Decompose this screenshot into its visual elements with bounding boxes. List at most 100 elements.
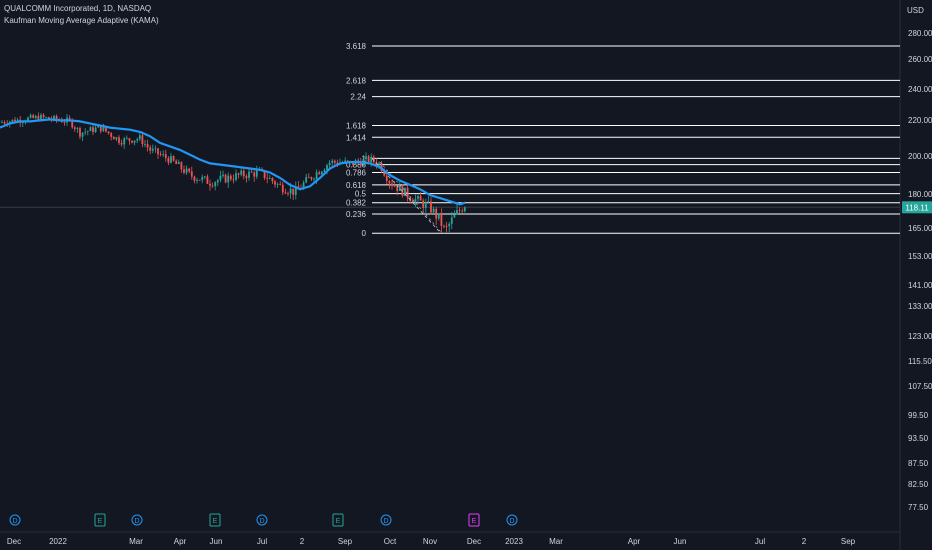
dividend-event-icon[interactable] <box>506 514 518 526</box>
x-tick-label: Jun <box>210 537 223 546</box>
y-tick-label: 77.50 <box>908 503 929 512</box>
candle-body <box>396 186 399 191</box>
candle-body <box>115 137 118 140</box>
candle-body <box>183 169 185 173</box>
candle-body <box>34 116 37 118</box>
candle-body <box>216 180 219 183</box>
dividend-event-label: D <box>259 518 264 525</box>
candle-body <box>185 168 188 173</box>
candle-body <box>222 174 224 176</box>
candle-body <box>209 183 211 186</box>
candle-body <box>133 140 136 143</box>
earnings-event-icon[interactable] <box>94 513 106 527</box>
x-tick-label: Apr <box>628 537 641 546</box>
x-tick-label: Dec <box>7 537 21 546</box>
candle-body <box>445 225 448 227</box>
candle-body <box>144 144 146 145</box>
x-tick-label: Jul <box>257 537 267 546</box>
candle-body <box>326 165 328 170</box>
x-tick-label: Jul <box>755 537 765 546</box>
x-tick-label: Nov <box>423 537 437 546</box>
candle-body <box>297 186 300 189</box>
candle-body <box>11 119 14 122</box>
candle-body <box>47 117 50 119</box>
y-tick-label: 165.00 <box>908 224 932 233</box>
y-tick-label: 200.00 <box>908 152 932 161</box>
candle-body <box>456 210 458 215</box>
last-price-label: 118.11 <box>905 203 929 212</box>
candle-body <box>105 127 107 132</box>
candle-body <box>79 128 81 137</box>
candle-body <box>292 188 295 195</box>
candle-body <box>461 210 464 212</box>
candle-body <box>463 207 466 212</box>
candle-body <box>435 208 438 219</box>
earnings-event-icon[interactable] <box>468 513 480 527</box>
candle-body <box>414 198 417 203</box>
y-tick-label: 141.00 <box>908 281 932 290</box>
candle-body <box>255 170 258 177</box>
candle-body <box>406 187 409 198</box>
y-tick-label: 82.50 <box>908 480 929 489</box>
candle-body <box>367 156 370 163</box>
candle-body <box>437 213 440 219</box>
candle-body <box>206 176 209 184</box>
candle-body <box>385 175 388 182</box>
fib-level-label: 1.618 <box>346 122 367 131</box>
candle-body <box>203 176 206 178</box>
candle-body <box>427 201 430 203</box>
candle-body <box>125 138 128 139</box>
earnings-event-label: E <box>336 518 341 525</box>
y-tick-label: 240.00 <box>908 85 932 94</box>
candle-body <box>149 147 152 151</box>
candle-body <box>359 161 362 166</box>
y-tick-label: 133.00 <box>908 302 932 311</box>
candle-body <box>68 117 71 120</box>
candle-body <box>94 127 97 133</box>
candle-body <box>422 200 425 208</box>
candle-body <box>310 177 313 180</box>
candle-body <box>76 128 79 129</box>
candle-body <box>120 143 123 145</box>
candle-body <box>71 119 74 128</box>
earnings-event-icon[interactable] <box>209 513 221 527</box>
dividend-event-icon[interactable] <box>131 514 143 526</box>
fib-level-label: 0.618 <box>346 181 367 190</box>
dividend-event-icon[interactable] <box>256 514 268 526</box>
candle-body <box>40 114 42 121</box>
candle-body <box>157 148 159 155</box>
candle-body <box>346 160 349 162</box>
dividend-event-label: D <box>12 518 17 525</box>
x-tick-label: Oct <box>384 537 397 546</box>
candle-body <box>141 135 144 145</box>
candle-body <box>123 138 126 145</box>
candle-body <box>3 122 6 124</box>
y-tick-label: 280.00 <box>908 29 932 38</box>
candle-body <box>398 185 401 191</box>
dividend-event-icon[interactable] <box>380 514 392 526</box>
dividend-event-icon[interactable] <box>9 514 21 526</box>
candle-body <box>331 160 334 163</box>
candle-body <box>453 214 456 218</box>
candle-body <box>112 136 115 140</box>
candle-body <box>162 154 165 155</box>
dividend-event-label: D <box>509 518 514 525</box>
candle-body <box>313 178 315 180</box>
dividend-event-label: D <box>134 518 139 525</box>
candle-body <box>227 175 230 183</box>
fib-level-label: 0.236 <box>346 210 367 219</box>
candle-body <box>138 135 141 140</box>
candle-body <box>232 179 235 181</box>
candle-body <box>274 181 276 185</box>
fib-level-label: 0.5 <box>355 190 367 199</box>
candle-body <box>81 132 84 137</box>
candle-body <box>53 116 55 120</box>
candle-body <box>307 177 310 178</box>
candle-body <box>302 182 305 189</box>
candle-body <box>172 156 175 161</box>
candle-body <box>146 144 149 148</box>
earnings-event-icon[interactable] <box>332 513 344 527</box>
candle-body <box>180 162 183 170</box>
candle-body <box>411 200 414 203</box>
